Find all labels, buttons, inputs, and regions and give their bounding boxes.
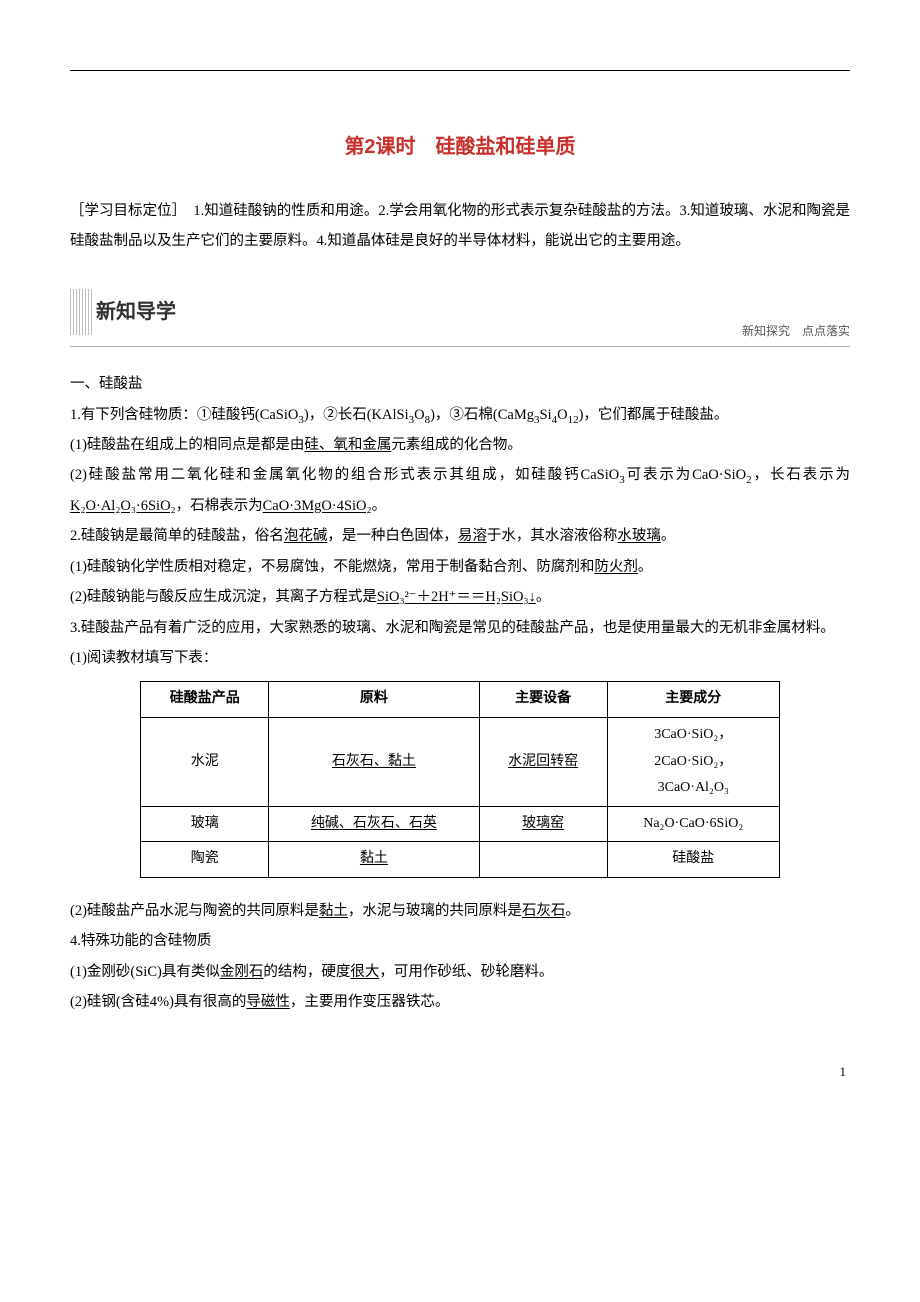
para-4-1: (1)金刚砂(SiC)具有类似金刚石的结构，硬度很大，可用作砂纸、砂轮磨料。 bbox=[70, 957, 850, 987]
section-title: 新知导学 bbox=[96, 289, 176, 335]
subscript: 12 bbox=[568, 413, 579, 425]
col-product: 硅酸盐产品 bbox=[141, 682, 269, 718]
para-4: 4.特殊功能的含硅物质 bbox=[70, 926, 850, 956]
para-2: 2.硅酸钠是最简单的硅酸盐，俗名泡花碱，是一种白色固体，易溶于水，其水溶液俗称水… bbox=[70, 521, 850, 551]
table-row: 水泥石灰石、黏土水泥回转窑3CaO·SiO₂，2CaO·SiO₂，3CaO·Al… bbox=[141, 718, 780, 807]
text: 元素组成的化合物。 bbox=[391, 437, 522, 453]
text: O bbox=[557, 407, 567, 423]
underline: CaO·3MgO·4SiO₂ bbox=[263, 498, 372, 514]
underline: K₂O·Al₂O₃·6SiO₂ bbox=[70, 498, 176, 514]
col-component: 主要成分 bbox=[607, 682, 779, 718]
top-rule bbox=[70, 70, 850, 71]
text: 。 bbox=[565, 903, 580, 919]
table-cell: 水泥 bbox=[141, 718, 269, 807]
underline: 导磁性 bbox=[246, 994, 290, 1010]
text: ，可用作砂纸、砂轮磨料。 bbox=[379, 964, 553, 980]
table-row: 陶瓷黏土 硅酸盐 bbox=[141, 842, 780, 878]
text: 于水，其水溶液俗称 bbox=[487, 528, 618, 544]
learning-objectives: ［学习目标定位］ 1.知道硅酸钠的性质和用途。2.学会用氧化物的形式表示复杂硅酸… bbox=[70, 196, 850, 257]
text: ，主要用作变压器铁芯。 bbox=[290, 994, 450, 1010]
text: 。 bbox=[372, 498, 387, 514]
table-cell: 玻璃 bbox=[141, 806, 269, 842]
section-header: 新知导学 新知探究 点点落实 bbox=[70, 289, 850, 347]
text: (1)硅酸盐在组成上的相同点是都是由 bbox=[70, 437, 304, 453]
page-number: 1 bbox=[70, 1058, 850, 1085]
table-cell: 3CaO·SiO₂，2CaO·SiO₂，3CaO·Al₂O₃ bbox=[607, 718, 779, 807]
text: ，石棉表示为 bbox=[176, 498, 263, 514]
para-3: 3.硅酸盐产品有着广泛的应用，大家熟悉的玻璃、水泥和陶瓷是常见的硅酸盐产品，也是… bbox=[70, 613, 850, 643]
text: 。 bbox=[638, 559, 653, 575]
table-cell: Na₂O·CaO·6SiO₂ bbox=[607, 806, 779, 842]
text: 可表示为CaO·SiO bbox=[625, 467, 746, 483]
text: )，③石棉(CaMg bbox=[430, 407, 534, 423]
para-1-2: (2)硅酸盐常用二氧化硅和金属氧化物的组合形式表示其组成，如硅酸钙CaSiO3可… bbox=[70, 460, 850, 521]
table-header-row: 硅酸盐产品 原料 主要设备 主要成分 bbox=[141, 682, 780, 718]
underline: 很大 bbox=[350, 964, 379, 980]
table-row: 玻璃纯碱、石灰石、石英玻璃窑Na₂O·CaO·6SiO₂ bbox=[141, 806, 780, 842]
underline: 硅、氧和金属 bbox=[304, 437, 391, 453]
underline: 易溶 bbox=[458, 528, 487, 544]
text: ，是一种白色固体， bbox=[327, 528, 458, 544]
underline: 黏土 bbox=[319, 903, 348, 919]
section-subtitle: 新知探究 点点落实 bbox=[742, 319, 850, 344]
text: )，②长石(KAlSi bbox=[304, 407, 409, 423]
text: O bbox=[414, 407, 424, 423]
table-cell: 石灰石、黏土 bbox=[269, 718, 479, 807]
para-3-1: (1)阅读教材填写下表： bbox=[70, 643, 850, 673]
text: (2)硅酸钠能与酸反应生成沉淀，其离子方程式是 bbox=[70, 589, 377, 605]
text: (2)硅酸盐常用二氧化硅和金属氧化物的组合形式表示其组成，如硅酸钙CaSiO bbox=[70, 467, 619, 483]
text: (1)硅酸钠化学性质相对稳定，不易腐蚀，不能燃烧，常用于制备黏合剂、防腐剂和 bbox=[70, 559, 594, 575]
para-1-1: (1)硅酸盐在组成上的相同点是都是由硅、氧和金属元素组成的化合物。 bbox=[70, 430, 850, 460]
underline: 金刚石 bbox=[220, 964, 264, 980]
text: Si bbox=[540, 407, 552, 423]
table-cell: 硅酸盐 bbox=[607, 842, 779, 878]
text: 2.硅酸钠是最简单的硅酸盐，俗名 bbox=[70, 528, 284, 544]
underline: 石灰石 bbox=[522, 903, 566, 919]
text: 。 bbox=[661, 528, 676, 544]
col-material: 原料 bbox=[269, 682, 479, 718]
text: ，水泥与玻璃的共同原料是 bbox=[348, 903, 522, 919]
para-2-1: (1)硅酸钠化学性质相对稳定，不易腐蚀，不能燃烧，常用于制备黏合剂、防腐剂和防火… bbox=[70, 552, 850, 582]
table-cell: 陶瓷 bbox=[141, 842, 269, 878]
table-cell: 玻璃窑 bbox=[479, 806, 607, 842]
silicate-products-table: 硅酸盐产品 原料 主要设备 主要成分 水泥石灰石、黏土水泥回转窑3CaO·SiO… bbox=[140, 681, 780, 878]
para-1: 1.有下列含硅物质：①硅酸钙(CaSiO3)，②长石(KAlSi3O8)，③石棉… bbox=[70, 400, 850, 430]
col-equipment: 主要设备 bbox=[479, 682, 607, 718]
underline: 水玻璃 bbox=[617, 528, 661, 544]
text: 的结构，硬度 bbox=[263, 964, 350, 980]
text: 。 bbox=[536, 589, 551, 605]
para-4-2: (2)硅钢(含硅4%)具有很高的导磁性，主要用作变压器铁芯。 bbox=[70, 987, 850, 1017]
text: (2)硅酸盐产品水泥与陶瓷的共同原料是 bbox=[70, 903, 319, 919]
para-2-2: (2)硅酸钠能与酸反应生成沉淀，其离子方程式是SiO₃²⁻＋2H⁺＝＝H₂SiO… bbox=[70, 582, 850, 612]
table-cell: 黏土 bbox=[269, 842, 479, 878]
underline: SiO₃²⁻＋2H⁺＝＝H₂SiO₃↓ bbox=[377, 589, 536, 605]
table-cell: 纯碱、石灰石、石英 bbox=[269, 806, 479, 842]
text: (2)硅钢(含硅4%)具有很高的 bbox=[70, 994, 246, 1010]
text: (1)金刚砂(SiC)具有类似 bbox=[70, 964, 220, 980]
lesson-title: 第2课时 硅酸盐和硅单质 bbox=[70, 126, 850, 168]
para-3-2: (2)硅酸盐产品水泥与陶瓷的共同原料是黏土，水泥与玻璃的共同原料是石灰石。 bbox=[70, 896, 850, 926]
table-cell: 水泥回转窑 bbox=[479, 718, 607, 807]
heading-1: 一、硅酸盐 bbox=[70, 369, 850, 399]
underline: 防火剂 bbox=[594, 559, 638, 575]
underline: 泡花碱 bbox=[284, 528, 328, 544]
text: 1.有下列含硅物质：①硅酸钙(CaSiO bbox=[70, 407, 298, 423]
text: ，长石表示为 bbox=[752, 467, 850, 483]
table-cell bbox=[479, 842, 607, 878]
text: )，它们都属于硅酸盐。 bbox=[579, 407, 729, 423]
hatch-decoration bbox=[70, 289, 92, 335]
